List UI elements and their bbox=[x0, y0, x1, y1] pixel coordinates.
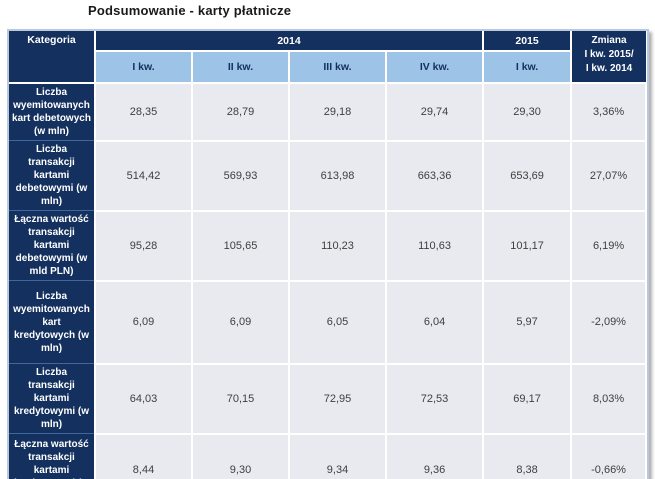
value-cell: 95,28 bbox=[94, 209, 193, 282]
value-cell: 5,97 bbox=[482, 279, 573, 365]
change-cell: 8,03% bbox=[570, 362, 648, 435]
value-cell: 28,79 bbox=[191, 82, 290, 142]
change-cell: 3,36% bbox=[570, 82, 648, 142]
value-cell: 653,69 bbox=[482, 139, 573, 212]
value-cell: 569,93 bbox=[191, 139, 290, 212]
value-cell: 8,44 bbox=[94, 432, 193, 479]
table-row: Łączna wartość transakcji kartami debeto… bbox=[9, 209, 648, 282]
row-label: Liczba transakcji kartami debetowymi (w … bbox=[9, 140, 96, 211]
quarter-header-2014-q3: III kw. bbox=[288, 51, 387, 84]
value-cell: 29,18 bbox=[288, 82, 387, 142]
value-cell: 514,42 bbox=[94, 139, 193, 212]
change-cell: 6,19% bbox=[570, 209, 648, 282]
value-cell: 110,23 bbox=[288, 209, 387, 282]
change-cell: 27,07% bbox=[570, 139, 648, 212]
value-cell: 110,63 bbox=[384, 209, 485, 282]
value-cell: 105,65 bbox=[191, 209, 290, 282]
row-label: Liczba transakcji kartami kredytowymi (w… bbox=[9, 363, 96, 434]
row-label: Łączna wartość transakcji kartami debeto… bbox=[9, 210, 96, 281]
table-row: Liczba transakcji kartami debetowymi (w … bbox=[9, 139, 648, 212]
value-cell: 8,38 bbox=[482, 432, 573, 479]
value-cell: 70,15 bbox=[191, 362, 290, 435]
table-row: Liczba transakcji kartami kredytowymi (w… bbox=[9, 362, 648, 435]
value-cell: 64,03 bbox=[94, 362, 193, 435]
summary-table-container: Kategoria 2014 2015 Zmiana I kw. 2015/ I… bbox=[7, 29, 650, 479]
value-cell: 72,95 bbox=[288, 362, 387, 435]
page-title: Podsumowanie - karty płatnicze bbox=[88, 3, 292, 18]
change-header-line1: Zmiana bbox=[591, 35, 627, 46]
value-cell: 6,09 bbox=[94, 279, 193, 365]
value-cell: 6,05 bbox=[288, 279, 387, 365]
value-cell: 29,30 bbox=[482, 82, 573, 142]
change-header-line3: I kw. 2014 bbox=[585, 63, 633, 74]
value-cell: 69,17 bbox=[482, 362, 573, 435]
year-header-2015: 2015 bbox=[482, 31, 573, 52]
value-cell: 101,17 bbox=[482, 209, 573, 282]
quarter-header-2015-q1: I kw. bbox=[482, 51, 573, 84]
summary-table: Kategoria 2014 2015 Zmiana I kw. 2015/ I… bbox=[9, 31, 648, 479]
row-label: Liczba wyemitowanych kart kredytowych (w… bbox=[9, 280, 96, 364]
row-label: Łączna wartość transakcji kartami kredyt… bbox=[9, 433, 96, 479]
value-cell: 9,30 bbox=[191, 432, 290, 479]
change-cell: -2,09% bbox=[570, 279, 648, 365]
value-cell: 663,36 bbox=[384, 139, 485, 212]
value-cell: 9,34 bbox=[288, 432, 387, 479]
year-header-2014: 2014 bbox=[93, 31, 485, 52]
value-cell: 29,74 bbox=[384, 82, 485, 142]
value-cell: 613,98 bbox=[288, 139, 387, 212]
value-cell: 72,53 bbox=[384, 362, 485, 435]
quarter-header-2014-q2: II kw. bbox=[191, 51, 290, 84]
table-row: Łączna wartość transakcji kartami kredyt… bbox=[9, 432, 648, 479]
category-column-header: Kategoria bbox=[9, 31, 96, 83]
quarter-header-2014-q1: I kw. bbox=[94, 51, 193, 84]
row-label: Liczba wyemitowanych kart debetowych (w … bbox=[9, 82, 96, 141]
change-column-header: Zmiana I kw. 2015/ I kw. 2014 bbox=[570, 31, 647, 83]
value-cell: 6,04 bbox=[384, 279, 485, 365]
table-row: Liczba wyemitowanych kart kredytowych (w… bbox=[9, 279, 648, 365]
change-header-line2: I kw. 2015/ bbox=[584, 49, 634, 60]
value-cell: 9,36 bbox=[384, 432, 485, 479]
table-row: Liczba wyemitowanych kart debetowych (w … bbox=[9, 82, 648, 142]
quarter-header-2014-q4: IV kw. bbox=[384, 51, 485, 84]
value-cell: 6,09 bbox=[191, 279, 290, 365]
value-cell: 28,35 bbox=[94, 82, 193, 142]
change-cell: -0,66% bbox=[570, 432, 648, 479]
